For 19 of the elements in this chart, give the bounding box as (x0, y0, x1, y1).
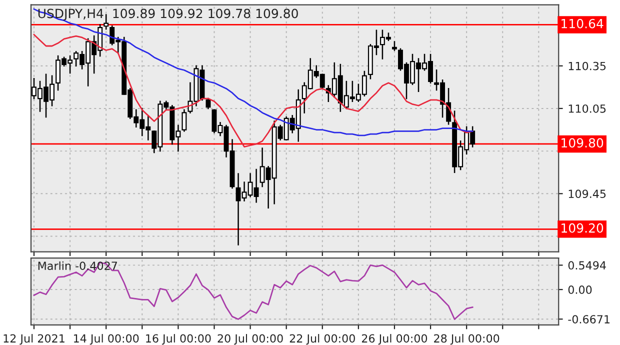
x-tick-label: 20 Jul 00:00 (218, 334, 283, 345)
y-tick-label: 0.5494 (568, 261, 606, 270)
candlestick (104, 14, 109, 30)
y-tick-label: 0.00 (568, 286, 592, 294)
y-tick-label: -0.6671 (568, 315, 610, 324)
x-tick-label: 26 Jul 00:00 (362, 334, 428, 345)
x-tick-label: 16 Jul 00:00 (146, 334, 211, 345)
y-tick-label: 110.05 (568, 104, 606, 113)
ref-line-label: 110.64 (562, 18, 604, 28)
y-tick-label: 110.35 (568, 62, 606, 70)
ref-line-label: 109.20 (562, 223, 604, 233)
x-tick-label: 14 Jul 00:00 (74, 334, 139, 345)
x-tick-label: 22 Jul 00:00 (290, 334, 355, 345)
candlestick (182, 109, 187, 132)
ref-line-label: 109.80 (562, 138, 604, 148)
line-series (33, 262, 474, 320)
x-tick-label: 12 Jul 2021 (4, 334, 64, 345)
x-tick-label: 28 Jul 00:00 (434, 334, 500, 345)
y-tick-label: 109.45 (568, 190, 606, 198)
